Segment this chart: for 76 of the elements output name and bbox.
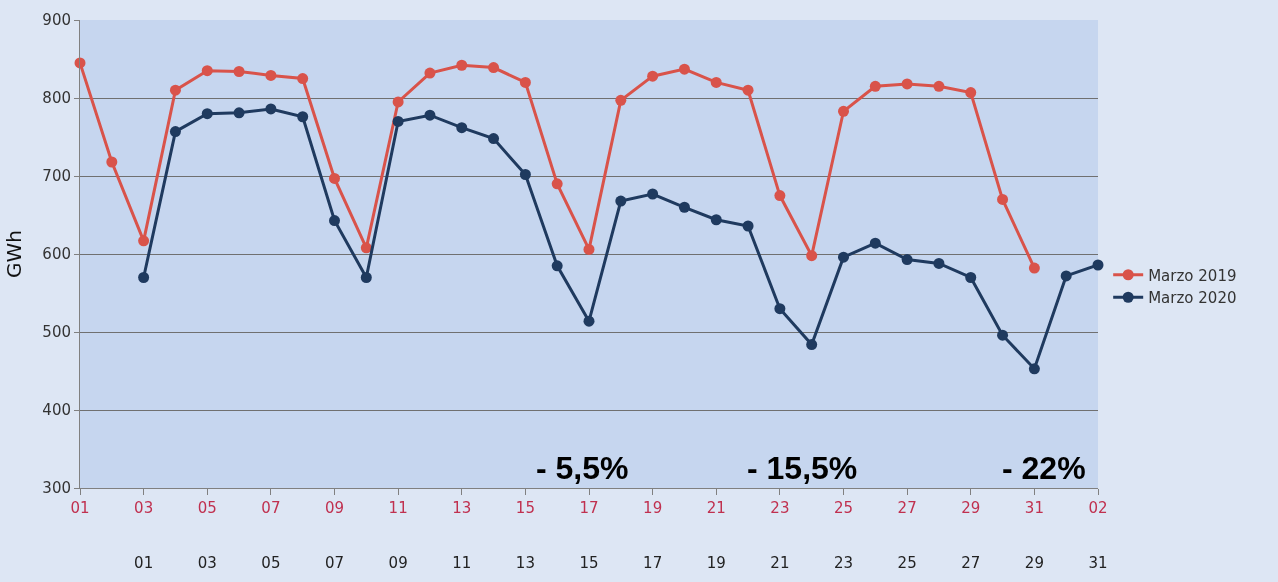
legend-label: Marzo 2019 (1148, 266, 1237, 285)
x2-tick-label: 27 (961, 554, 981, 572)
x2-tick-label: 21 (770, 554, 790, 572)
y-tick-label: 800 (42, 89, 71, 108)
annotation: - 22% (1002, 450, 1086, 486)
x2-tick-label: 11 (452, 554, 472, 572)
x2-tick-label: 13 (515, 554, 535, 572)
point (551, 178, 563, 190)
x2-tick-label: 31 (1088, 554, 1108, 572)
x2-tick-label: 01 (134, 554, 154, 572)
x-tick-label: 19 (643, 499, 663, 518)
y-tick-label: 700 (42, 167, 71, 186)
x-tick-label: 15 (515, 499, 535, 518)
annotation: - 15,5% (747, 450, 858, 486)
x-tick-label: 25 (833, 499, 854, 518)
point (901, 78, 913, 90)
point (742, 84, 754, 96)
y-axis-title: GWh (1, 230, 26, 279)
x-tick-label: 02 (1088, 499, 1108, 518)
x2-tick-label: 15 (579, 554, 599, 572)
point (233, 66, 245, 77)
x-tick-label: 05 (197, 499, 217, 518)
point (265, 69, 277, 81)
x2-tick-label: 17 (643, 554, 663, 572)
x2-tick-label: 05 (261, 554, 281, 572)
point (138, 235, 150, 247)
y-tick-label: 300 (42, 479, 71, 498)
point (106, 156, 118, 168)
point (710, 76, 722, 88)
point (806, 250, 818, 262)
point (615, 94, 627, 106)
point (965, 87, 977, 99)
y-tick-label: 500 (42, 323, 71, 342)
legend-label: Marzo 2020 (1148, 289, 1237, 308)
x2-tick-label: 25 (897, 554, 917, 572)
point (678, 63, 690, 75)
x-tick-label: 31 (1024, 499, 1044, 518)
point (647, 70, 659, 82)
x-tick-label: 07 (261, 499, 281, 518)
x-tick-label: 29 (961, 499, 981, 518)
point (201, 65, 213, 77)
y-tick-label: 900 (42, 11, 71, 30)
x-tick-label: 09 (324, 499, 345, 518)
point (456, 59, 468, 71)
x-tick-label: 11 (388, 499, 408, 518)
point (297, 73, 309, 85)
x2-tick-label: 19 (706, 554, 726, 572)
point (169, 84, 181, 96)
point (933, 80, 945, 92)
x2-tick-label: 23 (833, 554, 854, 572)
point (424, 67, 436, 79)
x-tick-label: 23 (770, 499, 790, 518)
x2-tick-label: 03 (197, 554, 217, 572)
x-tick-label: 17 (579, 499, 599, 518)
point (519, 76, 531, 88)
y-tick-label: 400 (42, 401, 71, 420)
point (997, 193, 1009, 205)
point (360, 242, 372, 254)
point (774, 190, 786, 202)
x-tick-label: 21 (706, 499, 726, 518)
point (392, 96, 404, 108)
x2-tick-label: 29 (1024, 554, 1044, 572)
point (583, 243, 595, 255)
annotation: - 5,5% (536, 450, 629, 486)
x-tick-label: 01 (70, 499, 90, 518)
x2-tick-label: 07 (324, 554, 345, 572)
point (838, 105, 849, 117)
x-tick-label: 27 (897, 499, 917, 518)
point (329, 172, 340, 184)
x-tick-label: 13 (452, 499, 472, 518)
x2-tick-label: 09 (388, 554, 408, 572)
y-tick-label: 600 (42, 245, 71, 264)
point (488, 62, 500, 74)
x-tick-label: 03 (134, 499, 154, 518)
point (1028, 262, 1040, 274)
point (869, 80, 881, 92)
